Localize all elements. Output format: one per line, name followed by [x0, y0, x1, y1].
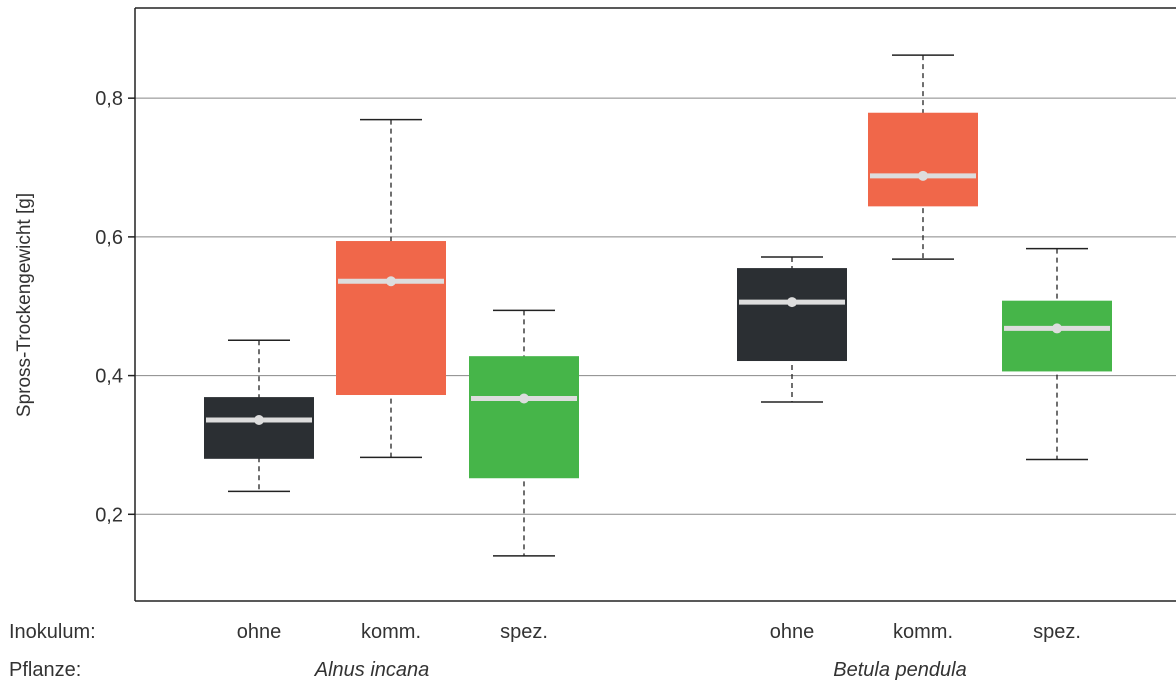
box-series	[204, 54, 1112, 557]
x-tick-label-0-2: spez.	[500, 621, 548, 643]
box-1-2	[1002, 300, 1112, 372]
box-1-1	[868, 112, 978, 207]
axes	[134, 7, 1176, 602]
gridlines	[135, 97, 1176, 515]
y-tick-label-0: 0,2	[95, 504, 123, 526]
x-tick-label-1-2: spez.	[1033, 621, 1081, 643]
box-1-0	[737, 268, 847, 362]
y-tick-label-1: 0,4	[95, 366, 123, 388]
median-point-0-0	[254, 414, 264, 425]
box-0-2	[469, 356, 579, 479]
y-tick-label-2: 0,6	[95, 227, 123, 249]
y-tick-label-3: 0,8	[95, 88, 123, 110]
y-tick-labels: 0,2 0,4 0,6 0,8	[95, 88, 135, 526]
box-0-1	[336, 241, 446, 396]
x-tick-label-0-1: komm.	[361, 621, 421, 643]
plant-label-1: Betula pendula	[833, 659, 966, 681]
box-0-0	[204, 397, 314, 459]
x-tick-label-0-0: ohne	[237, 621, 282, 643]
x-category-labels: ohne komm. spez. Alnus incana ohne komm. spez.…	[237, 621, 1081, 681]
pflanze-row-label: Pflanze:	[9, 659, 81, 681]
x-tick-label-1-1: komm.	[893, 621, 953, 643]
median-point-0-2	[519, 393, 529, 404]
median-point-1-0	[787, 297, 797, 308]
inokulum-row-label: Inokulum:	[9, 621, 96, 643]
y-axis-label: Spross-Trockengewicht [g]	[14, 193, 35, 417]
median-point-1-2	[1052, 323, 1062, 334]
plant-label-0: Alnus incana	[314, 659, 430, 681]
median-point-0-1	[386, 276, 396, 287]
median-point-1-1	[918, 170, 928, 181]
x-tick-label-1-0: ohne	[770, 621, 815, 643]
